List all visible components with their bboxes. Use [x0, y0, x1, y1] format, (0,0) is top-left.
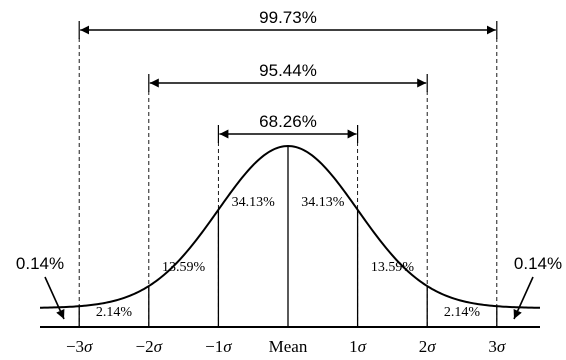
- region-label: 2.14%: [444, 305, 481, 320]
- sigma-symbol: σ: [84, 337, 93, 356]
- sigma-symbol: σ: [154, 337, 163, 356]
- region-label: 34.13%: [232, 195, 276, 210]
- sigma-symbol: σ: [223, 337, 232, 356]
- sigma-symbol: σ: [497, 337, 506, 356]
- sigma-symbol: σ: [427, 337, 436, 356]
- axis-tick-value: 1: [349, 337, 358, 356]
- tail-labels: 0.14% 0.14%: [16, 254, 562, 320]
- axis-tick-label: 3σ: [488, 337, 506, 356]
- axis-tick-label: −3σ: [66, 337, 93, 356]
- tail-pointer-arrow: [513, 276, 534, 320]
- range-arrows: 99.73% 95.44% 68.26%: [78, 8, 498, 143]
- bell-curve-group: [39, 144, 541, 327]
- axis-tick-value: Mean: [269, 337, 308, 356]
- bell-curve: [39, 144, 541, 309]
- region-label: 2.14%: [96, 305, 133, 320]
- axis-tick-value: −2: [136, 337, 154, 356]
- region-labels: 2.14% 13.59% 34.13% 34.13% 13.59% 2.14%: [96, 195, 481, 320]
- x-axis: −3σ −2σ −1σ Mean 1σ 2σ 3σ: [40, 326, 540, 356]
- tail-label-right: 0.14%: [514, 254, 562, 273]
- axis-tick-label: 2σ: [419, 337, 437, 356]
- region-label: 34.13%: [301, 195, 345, 210]
- range-label: 99.73%: [259, 8, 317, 27]
- region-label: 13.59%: [162, 260, 206, 275]
- range-label: 68.26%: [259, 112, 317, 131]
- sigma-symbol: σ: [358, 337, 367, 356]
- tail-pointer-arrow: [44, 276, 65, 320]
- axis-tick-value: −1: [205, 337, 223, 356]
- axis-tick-label: −1σ: [205, 337, 232, 356]
- axis-tick-label: Mean: [269, 337, 308, 356]
- range-label: 95.44%: [259, 61, 317, 80]
- tail-label-left: 0.14%: [16, 254, 64, 273]
- region-label: 13.59%: [371, 260, 415, 275]
- axis-tick-value: −3: [66, 337, 84, 356]
- axis-tick-value: 3: [488, 337, 497, 356]
- axis-tick-value: 2: [419, 337, 428, 356]
- axis-tick-label: 1σ: [349, 337, 367, 356]
- axis-tick-label: −2σ: [136, 337, 163, 356]
